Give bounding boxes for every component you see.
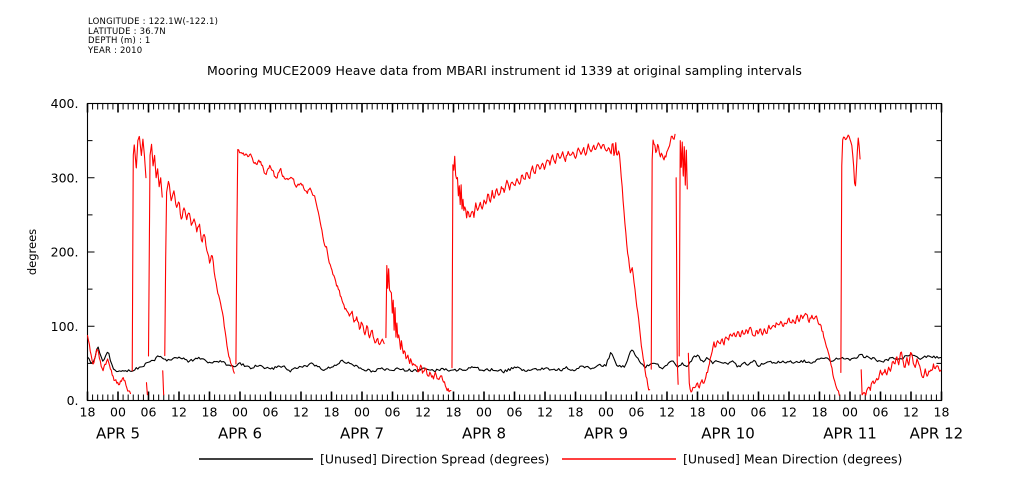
x-tick-label: 00 xyxy=(598,405,614,420)
series-line-1-seg-11 xyxy=(678,140,688,357)
series-line-1-seg-10 xyxy=(675,177,679,385)
series-line-1-seg-4 xyxy=(162,370,165,396)
metadata-block: LONGITUDE : 122.1W(-122.1) LATITUDE : 36… xyxy=(88,17,219,56)
x-tick-label: 18 xyxy=(690,405,706,420)
x-tick-label: 00 xyxy=(476,405,492,420)
series-line-1-seg-3 xyxy=(147,143,163,357)
chart-title: Mooring MUCE2009 Heave data from MBARI i… xyxy=(206,63,803,78)
x-tick-label: 12 xyxy=(781,405,797,420)
x-tick-label: 06 xyxy=(263,405,279,420)
x-tick-label: 12 xyxy=(537,405,553,420)
y-tick-label: 0. xyxy=(67,393,79,408)
series-line-1-seg-13 xyxy=(840,134,861,374)
x-day-label: APR 7 xyxy=(340,425,384,443)
x-day-label: APR 6 xyxy=(218,425,262,443)
x-tick-label: 00 xyxy=(842,405,858,420)
y-tick-label: 100. xyxy=(51,319,79,334)
series-line-1-seg-8 xyxy=(451,142,651,391)
latitude-text: LATITUDE : 36.7N xyxy=(88,26,166,37)
legend-label-0: [Unused] Direction Spread (degrees) xyxy=(320,452,549,467)
x-tick-label: 06 xyxy=(629,405,645,420)
x-tick-label: 18 xyxy=(446,405,462,420)
x-tick-label: 00 xyxy=(354,405,370,420)
y-tick-label: 400. xyxy=(51,96,79,111)
x-tick-label: 18 xyxy=(812,405,828,420)
y-axis-title: degrees xyxy=(25,229,39,275)
x-tick-label: 06 xyxy=(385,405,401,420)
y-tick-label: 200. xyxy=(51,245,79,260)
x-tick-label: 18 xyxy=(934,405,950,420)
longitude-text: LONGITUDE : 122.1W(-122.1) xyxy=(88,17,219,27)
x-tick-label: 12 xyxy=(293,405,309,420)
x-day-label: APR 5 xyxy=(96,425,140,443)
x-tick-label: 00 xyxy=(720,405,736,420)
x-day-label: APR 10 xyxy=(701,425,755,443)
x-day-label: APR 11 xyxy=(823,425,877,443)
series-line-1-seg-9 xyxy=(650,133,676,370)
x-tick-label: 18 xyxy=(80,405,96,420)
depth-text: DEPTH (m) : 1 xyxy=(88,36,151,47)
x-tick-label: 00 xyxy=(110,405,126,420)
x-tick-label: 18 xyxy=(568,405,584,420)
x-day-label: APR 8 xyxy=(462,425,506,443)
x-tick-label: 12 xyxy=(415,405,431,420)
series-line-1-seg-1 xyxy=(131,135,147,372)
x-tick-label: 06 xyxy=(507,405,523,420)
series-line-1-seg-0 xyxy=(86,334,132,395)
x-tick-label: 12 xyxy=(903,405,919,420)
y-tick-label: 300. xyxy=(51,170,79,185)
series-line-1-seg-14 xyxy=(860,351,942,396)
x-tick-label: 00 xyxy=(232,405,248,420)
series-line-1-seg-2 xyxy=(145,382,148,396)
series-line-1-seg-6 xyxy=(235,149,385,365)
x-tick-label: 18 xyxy=(202,405,218,420)
x-day-label: APR 9 xyxy=(584,425,628,443)
x-tick-label: 18 xyxy=(324,405,340,420)
legend-label-1: [Unused] Mean Direction (degrees) xyxy=(683,452,902,467)
series-line-1-seg-7 xyxy=(385,265,452,393)
year-text: YEAR : 2010 xyxy=(88,45,143,56)
series-line-0 xyxy=(86,346,943,374)
series-line-1-seg-12 xyxy=(687,312,840,396)
x-day-label: APR 12 xyxy=(910,425,964,443)
x-tick-label: 06 xyxy=(141,405,157,420)
x-tick-label: 12 xyxy=(171,405,187,420)
x-tick-label: 06 xyxy=(751,405,767,420)
series-line-1-seg-5 xyxy=(164,180,235,374)
x-tick-label: 06 xyxy=(873,405,889,420)
x-tick-label: 12 xyxy=(659,405,675,420)
plot-frame xyxy=(86,102,943,402)
